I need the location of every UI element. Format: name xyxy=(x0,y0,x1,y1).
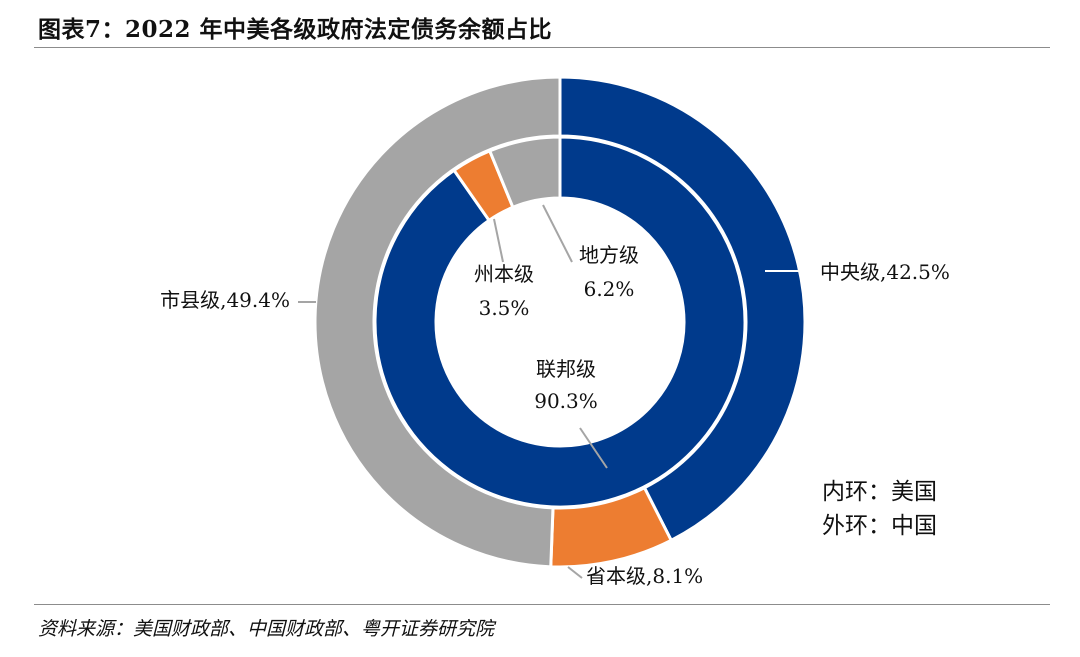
source-rule xyxy=(34,604,1050,605)
label-outer-central: 中央级,42.5% xyxy=(820,260,950,284)
title-rule xyxy=(34,47,1050,48)
legend-outer-ring: 外环：中国 xyxy=(822,513,937,539)
leader-state xyxy=(493,218,504,263)
label-inner-federal-name: 联邦级 xyxy=(536,357,596,381)
chart-title: 图表7：2022 年中美各级政府法定债务余额占比 xyxy=(38,16,553,43)
source-note: 资料来源：美国财政部、中国财政部、粤开证券研究院 xyxy=(38,618,495,640)
leader-federal xyxy=(579,427,608,469)
leader-lines-group xyxy=(298,204,812,579)
label-inner-local-name: 地方级 xyxy=(579,243,639,267)
label-inner-federal-value: 90.3% xyxy=(534,389,598,413)
slices-group xyxy=(313,75,807,569)
label-inner-local-value: 6.2% xyxy=(584,277,635,301)
label-outer-county: 市县级,49.4% xyxy=(160,288,290,312)
legend-inner-ring: 内环：美国 xyxy=(822,479,937,505)
leader-provincial xyxy=(567,566,583,579)
label-inner-state-value: 3.5% xyxy=(479,296,530,320)
leader-local xyxy=(542,204,573,263)
label-inner-state-name: 州本级 xyxy=(474,262,534,286)
inner-slice-0 xyxy=(373,135,747,509)
label-outer-provincial: 省本级,8.1% xyxy=(586,564,703,588)
inner-slice-2 xyxy=(487,135,562,210)
